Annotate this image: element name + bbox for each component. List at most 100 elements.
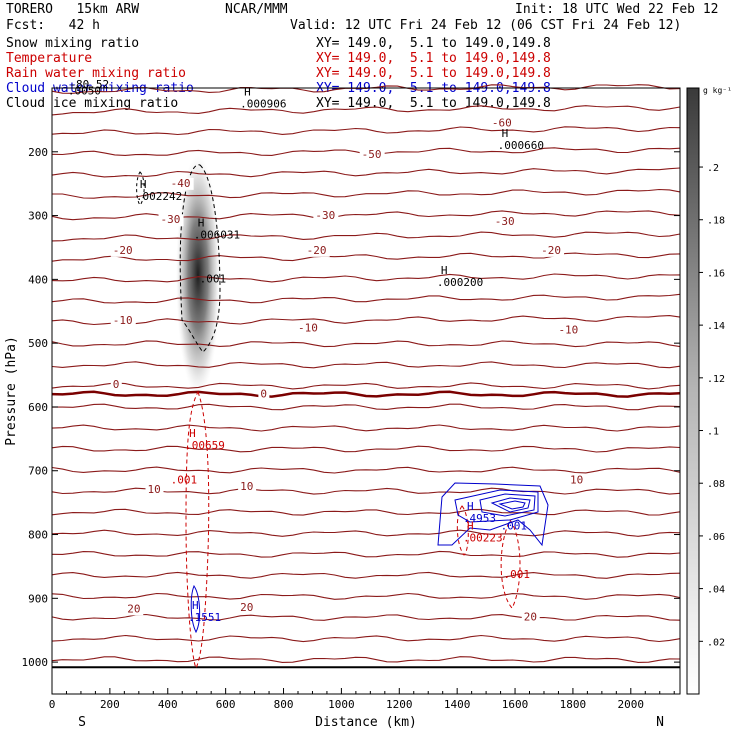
high-value: .000660 (498, 139, 544, 152)
temperature-label-bg (568, 474, 587, 487)
model-title: TORERO 15km ARW (6, 2, 140, 17)
temperature-label: 10 (148, 483, 161, 496)
temperature-label-bg (556, 324, 582, 337)
legend-snow-xy: XY= 149.0, 5.1 to 149.0,149.8 (316, 36, 551, 51)
temperature-label: 10 (240, 480, 253, 493)
isotherm (51, 84, 681, 94)
y-tick-label: 300 (28, 210, 48, 223)
center-name: NCAR/MMM (225, 2, 288, 17)
temperature-label: -20 (541, 244, 561, 257)
y-tick-label: 200 (28, 146, 48, 159)
y-axis-label: Pressure (hPa) (4, 336, 19, 446)
high-value: .4953 (463, 512, 496, 525)
legend-snow: Snow mixing ratio (6, 36, 140, 51)
valid-time: Valid: 12 UTC Fri 24 Feb 12 (06 CST Fri … (290, 18, 682, 33)
colorbar-tick-label: .12 (707, 374, 725, 385)
temperature-label-bg (110, 378, 122, 391)
x-tick-label: 1000 (328, 698, 355, 711)
temperature-label: 10 (570, 473, 583, 486)
x-axis-label: Distance (km) (315, 715, 417, 730)
x-tick-label: 0 (49, 698, 56, 711)
legend-cloud-ice: Cloud ice mixing ratio (6, 96, 179, 111)
isotherm (51, 361, 681, 369)
rain-contour (456, 505, 469, 556)
contour-label: .001 (200, 273, 227, 286)
temperature-label-bg (125, 603, 144, 616)
temperature-label: -30 (495, 215, 515, 228)
isotherm (51, 634, 681, 643)
isotherm (51, 231, 681, 242)
cloud-ice-contour (179, 164, 221, 353)
isotherm (51, 252, 681, 262)
y-tick-label: 800 (28, 529, 48, 542)
isotherm (51, 613, 681, 621)
temperature-label: -20 (113, 244, 133, 257)
temperature-label: -30 (315, 209, 335, 222)
temperature-label-bg (145, 484, 164, 497)
temperature-label-bg (313, 209, 339, 222)
x-tick-label: 1400 (444, 698, 471, 711)
isotherm (51, 340, 681, 348)
high-value: .006031 (194, 228, 240, 241)
temperature-label-bg (295, 322, 321, 335)
y-tick-label: 400 (28, 273, 48, 286)
temperature-label: -10 (298, 322, 318, 335)
x-tick-label: 800 (274, 698, 294, 711)
temperature-label: 20 (524, 611, 537, 624)
cloud-water-contour (454, 489, 539, 523)
x-tick-label: 2000 (618, 698, 645, 711)
temperature-label-bg (359, 149, 385, 162)
isotherm (51, 105, 681, 116)
legend-cloud-ice-xy: XY= 149.0, 5.1 to 149.0,149.8 (316, 96, 551, 111)
snow-shading (176, 155, 220, 395)
plot-frame (51, 87, 681, 695)
high-value: .000200 (437, 276, 483, 289)
temperature-label-bg (168, 177, 194, 190)
forecast-hour: Fcst: 42 h (6, 18, 100, 33)
y-tick-label: 900 (28, 592, 48, 605)
y-tick-label: 600 (28, 401, 48, 414)
contour-label: .001 (501, 519, 527, 532)
high-marker: H (441, 264, 448, 277)
high-value: .1551 (188, 611, 221, 624)
cloud-water-contour (437, 482, 549, 547)
isotherm (51, 529, 681, 537)
temperature-label-bg (258, 388, 270, 401)
colorbar-unit: g kg⁻¹ (703, 86, 732, 95)
temperature-label-bg (238, 602, 257, 615)
x-tick-label: 1800 (560, 698, 587, 711)
temperature-label: -10 (558, 324, 578, 337)
isotherm (51, 424, 681, 432)
colorbar-tick-label: .18 (707, 216, 725, 227)
isotherm (51, 167, 681, 178)
isotherm (51, 210, 681, 221)
temperature-label-bg (539, 244, 565, 257)
high-marker: H (198, 216, 205, 229)
colorbar-tick-label: .2 (707, 163, 719, 174)
freezing-isotherm (51, 390, 681, 398)
high-marker: H (467, 500, 474, 513)
isotherm (51, 445, 681, 453)
colorbar-tick-label: .08 (707, 479, 725, 490)
cloud-water-contour (490, 497, 531, 513)
temperature-label: -60 (492, 116, 512, 129)
x-tick-label: 400 (158, 698, 178, 711)
temperature-label: 0 (260, 387, 267, 400)
temperature-label-bg (492, 216, 518, 229)
temperature-label-bg (238, 480, 257, 493)
init-time: Init: 18 UTC Wed 22 Feb 12 (515, 2, 719, 17)
south-end-label: S (78, 715, 86, 730)
high-marker: H (467, 519, 474, 532)
temperature-label-bg (521, 611, 540, 624)
colorbar-tick-label: .14 (707, 321, 725, 332)
isotherm (51, 550, 681, 558)
temperature-label: -50 (362, 148, 382, 161)
high-marker: H (502, 127, 509, 140)
high-value: .002242 (136, 190, 182, 203)
colorbar-tick-label: .1 (707, 427, 719, 438)
temperature-label: 0 (113, 378, 120, 391)
colorbar-tick-label: .06 (707, 532, 725, 543)
high-value: .00659 (185, 439, 225, 452)
colorbar-tick-label: .16 (707, 268, 725, 279)
